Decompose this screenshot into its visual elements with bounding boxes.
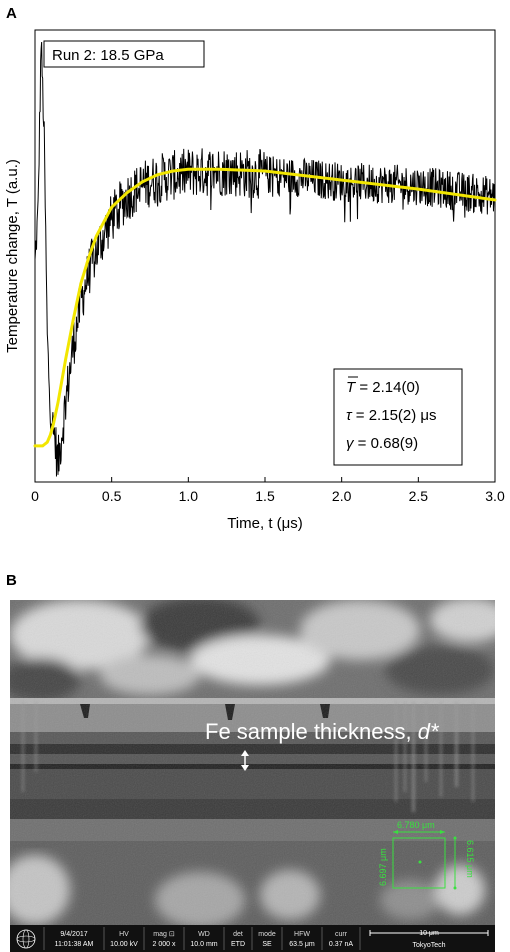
x-tick-label: 0 (31, 488, 39, 504)
x-tick-label: 3.0 (485, 488, 505, 504)
param-tau-value: = 2.15(2) μs (352, 407, 437, 424)
info-det: ETD (231, 941, 245, 948)
sem-info-bar: 9/4/2017 11:01:38 AM HV 10.00 kV mag ⊡ 2… (10, 925, 495, 952)
x-axis-title: Time, t (μs) (227, 515, 303, 532)
measure-top-label: 6.780 μm (397, 820, 435, 830)
info-mag-label: mag ⊡ (153, 931, 175, 938)
panel-letter-b-text: B (6, 572, 17, 589)
x-tick-label: 1.0 (179, 488, 199, 504)
param-tau: τ = 2.15(2) μs (346, 407, 437, 424)
fei-logo-icon (16, 929, 36, 949)
fit-params-frame (333, 368, 463, 466)
x-tick-label: 2.0 (332, 488, 352, 504)
x-tick-label: 0.5 (102, 488, 122, 504)
info-brand: TokyoTech (412, 942, 445, 949)
info-hv: 10.00 kV (110, 941, 138, 948)
sem-thickness-symbol: d* (418, 719, 440, 744)
param-t-symbol: T (346, 379, 357, 396)
info-curr: 0.37 nA (329, 941, 353, 948)
sem-thickness-label: Fe sample thickness, d* (205, 719, 440, 744)
param-gamma-symbol: γ (346, 435, 355, 452)
measure-left-label: 6.697 μm (378, 848, 388, 886)
measurement-overlay: 6.780 μm 6.615 μm 6.697 μm (378, 820, 475, 890)
sem-image (10, 600, 495, 925)
fit-params-box: T = 2.14(0) τ = 2.15(2) μs γ = 0.68(9) (333, 368, 463, 466)
param-t: T = 2.14(0) (346, 379, 420, 396)
scale-bar: 10 μm (369, 930, 489, 937)
series-layer (33, 41, 497, 477)
chart-panel-a: A 0 0.5 1.0 1.5 2.0 2.5 3.0 Time, t (μs) Tempe… (4, 5, 505, 532)
measure-right-label: 6.615 μm (465, 840, 475, 878)
series-fit-line (33, 167, 497, 448)
param-gamma-value: = 0.68(9) (354, 435, 419, 452)
info-mode: SE (262, 941, 272, 948)
series-measured-line (34, 41, 496, 477)
thickness-arrow-icon (241, 750, 249, 771)
measure-box (392, 837, 446, 889)
run-label-text: Run 2: 18.5 GPa (52, 47, 164, 64)
info-hfw-label: HFW (294, 931, 310, 938)
sem-thickness-text: Fe sample thickness, (205, 719, 418, 744)
info-cells: 9/4/2017 11:01:38 AM HV 10.00 kV mag ⊡ 2… (43, 927, 489, 950)
info-curr-label: curr (335, 931, 348, 938)
info-hv-label: HV (119, 931, 129, 938)
info-hfw: 63.5 μm (289, 941, 315, 948)
param-t-value: = 2.14(0) (355, 379, 420, 396)
x-tick-label: 1.5 (255, 488, 275, 504)
scale-bar-label: 10 μm (419, 930, 439, 937)
info-det-label: det (233, 931, 243, 938)
info-date: 9/4/2017 (60, 931, 87, 938)
info-mode-label: mode (258, 931, 276, 938)
info-mag: 2 000 x (153, 941, 176, 948)
x-axis-title-text: Time, t (μs) (227, 515, 303, 532)
param-gamma: γ = 0.68(9) (346, 435, 418, 452)
info-time: 11:01:38 AM (55, 941, 94, 948)
sem-panel-b: Fe sample thickness, d* 6.780 μm 6.615 μ… (10, 600, 495, 952)
info-wd: 10.0 mm (190, 941, 217, 948)
panel-letter-a: A (6, 5, 17, 22)
run-label-frame (43, 40, 205, 68)
param-tau-symbol: τ (346, 407, 353, 424)
info-wd-label: WD (198, 931, 210, 938)
x-tick-label: 2.5 (409, 488, 429, 504)
y-axis-title-text: Temperature change, T (a.u.) (4, 159, 21, 353)
x-axis: 0 0.5 1.0 1.5 2.0 2.5 3.0 (31, 477, 505, 504)
run-label-box: Run 2: 18.5 GPa (43, 40, 205, 68)
y-axis-title: Temperature change, T (a.u.) (4, 159, 21, 353)
plot-area (33, 29, 497, 483)
